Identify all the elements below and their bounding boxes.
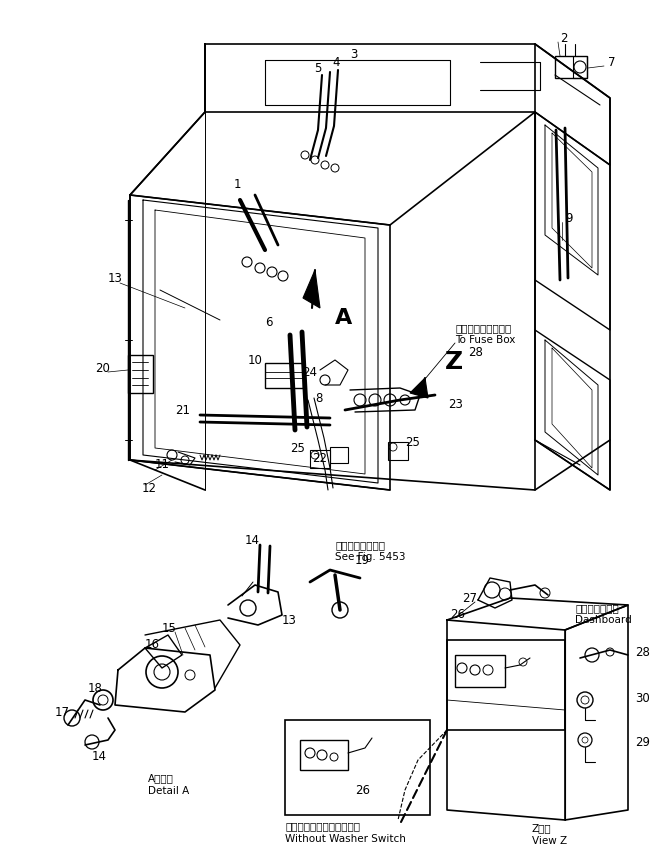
Text: Without Washer Switch: Without Washer Switch	[285, 834, 406, 844]
Text: See Fig. 5453: See Fig. 5453	[335, 552, 406, 562]
Text: Detail A: Detail A	[148, 786, 189, 796]
Text: 11: 11	[155, 458, 170, 471]
Text: 3: 3	[350, 49, 357, 62]
Text: 6: 6	[265, 315, 272, 328]
Text: ビューズボックスへ: ビューズボックスへ	[455, 323, 511, 333]
Text: 15: 15	[162, 621, 177, 635]
Text: 28: 28	[635, 646, 650, 659]
Bar	[285, 720, 430, 815]
Text: 2: 2	[560, 31, 568, 44]
Text: 24: 24	[302, 365, 317, 378]
Text: 16: 16	[145, 639, 160, 652]
Text: Z　視: Z 視	[532, 823, 552, 833]
Text: 5: 5	[314, 62, 322, 75]
Text: 14: 14	[92, 751, 107, 764]
Text: 25: 25	[290, 442, 305, 455]
Bar	[265, 363, 303, 388]
Text: 20: 20	[95, 361, 110, 374]
Text: ダッシュボード: ダッシュボード	[575, 603, 619, 613]
Bar	[330, 447, 348, 463]
Text: 30: 30	[635, 692, 650, 705]
Text: 9: 9	[565, 212, 572, 225]
Bar	[447, 640, 565, 730]
Text: 4: 4	[332, 56, 339, 69]
Text: 7: 7	[608, 56, 615, 69]
Text: Dashboard: Dashboard	[575, 615, 632, 625]
Text: 22: 22	[312, 451, 327, 464]
Text: Z: Z	[445, 350, 463, 374]
Text: View Z: View Z	[532, 836, 567, 846]
Text: 26: 26	[450, 608, 465, 621]
Text: 13: 13	[282, 614, 297, 627]
Text: A: A	[335, 308, 352, 328]
Text: ウォッシャなしスイッチ．: ウォッシャなしスイッチ．	[285, 821, 360, 831]
Text: 27: 27	[462, 591, 477, 604]
Bar	[388, 442, 408, 460]
Text: 8: 8	[315, 391, 322, 404]
Text: 21: 21	[175, 404, 190, 417]
Polygon shape	[410, 378, 428, 398]
Text: 12: 12	[142, 482, 157, 495]
Text: 1: 1	[234, 179, 241, 192]
Text: 29: 29	[635, 735, 650, 748]
Text: 25: 25	[405, 437, 420, 450]
Text: 18: 18	[88, 681, 103, 694]
Polygon shape	[303, 270, 320, 308]
Text: 26: 26	[355, 784, 370, 797]
Text: A　詳細: A 詳細	[148, 773, 174, 783]
Text: 第５４５３図参照: 第５４５３図参照	[335, 540, 385, 550]
Text: 17: 17	[55, 706, 70, 719]
Text: 10: 10	[248, 353, 263, 366]
Text: 19: 19	[355, 554, 370, 567]
Bar	[128, 355, 153, 393]
Bar	[455, 655, 505, 687]
Text: 23: 23	[448, 398, 463, 411]
Text: To Fuse Box: To Fuse Box	[455, 335, 515, 345]
Text: 28: 28	[468, 345, 483, 358]
Bar	[555, 56, 587, 78]
Bar	[300, 740, 348, 770]
Text: 14: 14	[245, 534, 260, 547]
Text: 13: 13	[108, 272, 123, 285]
Bar	[310, 450, 330, 468]
